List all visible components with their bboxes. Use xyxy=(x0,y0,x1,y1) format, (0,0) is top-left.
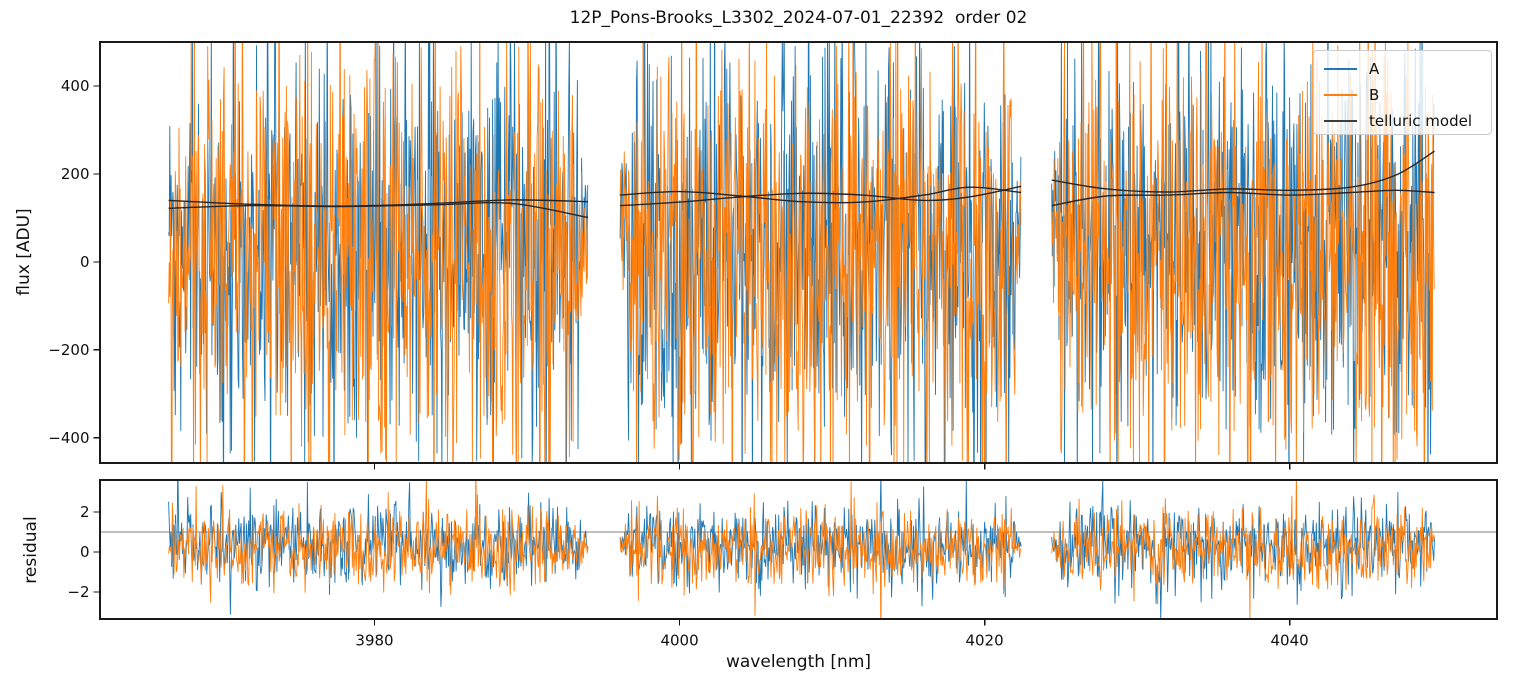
telluric-model-B-curve xyxy=(1051,189,1435,207)
panel-residual: 2 0 −2 3980 4000 4020 4040 xyxy=(67,479,1498,650)
telluric-model-B-curve xyxy=(620,185,1022,207)
panel-flux-spines xyxy=(99,41,1498,464)
series-b-line-swatch xyxy=(1324,94,1357,96)
y-tick-label: −2 xyxy=(67,583,89,601)
y-tick-label: 400 xyxy=(61,77,90,95)
panel-flux-data xyxy=(168,42,1435,463)
series-b-flux-trace xyxy=(168,42,1435,463)
series-a-line-swatch xyxy=(1324,68,1357,70)
panel-residual-spines xyxy=(99,479,1498,620)
telluric-model-B-curve xyxy=(168,201,589,219)
panel-flux: 400 200 0 −200 −400 xyxy=(48,41,1498,470)
flux-axis-label: flux [ADU] xyxy=(14,208,34,296)
legend-label-telluric-model: telluric model xyxy=(1369,111,1473,130)
wavelength-axis-label: wavelength [nm] xyxy=(725,652,872,672)
y-tick-label: 0 xyxy=(80,253,90,271)
panel-residual-data xyxy=(100,480,1497,619)
series-b-residual-trace xyxy=(168,480,1435,619)
y-tick-label: 0 xyxy=(80,543,90,561)
x-tick-label: 3980 xyxy=(355,632,393,650)
legend-box: A B telluric model xyxy=(1313,50,1492,135)
y-tick-label: 2 xyxy=(80,503,90,521)
x-tick-label: 4020 xyxy=(965,632,1003,650)
legend-label-a: A xyxy=(1369,59,1380,78)
telluric-model-A-curve xyxy=(620,186,1022,204)
x-tick-label: 4040 xyxy=(1270,632,1308,650)
chart-title: 12P_Pons-Brooks_L3302_2024-07-01_22392 o… xyxy=(569,8,1028,28)
y-tick-label: −200 xyxy=(48,341,89,359)
y-tick-label: 200 xyxy=(61,165,90,183)
legend-label-b: B xyxy=(1369,85,1380,104)
legend-entry-telluric-model: telluric model xyxy=(1324,108,1491,134)
legend-entry-b: B xyxy=(1324,82,1491,108)
telluric-model-line-swatch xyxy=(1324,120,1357,122)
y-tick-label: −400 xyxy=(48,429,89,447)
x-tick-label: 4000 xyxy=(660,632,698,650)
legend-entry-a: A xyxy=(1324,56,1491,82)
telluric-model-A-curve xyxy=(1051,150,1435,193)
residual-axis-label: residual xyxy=(21,516,41,584)
